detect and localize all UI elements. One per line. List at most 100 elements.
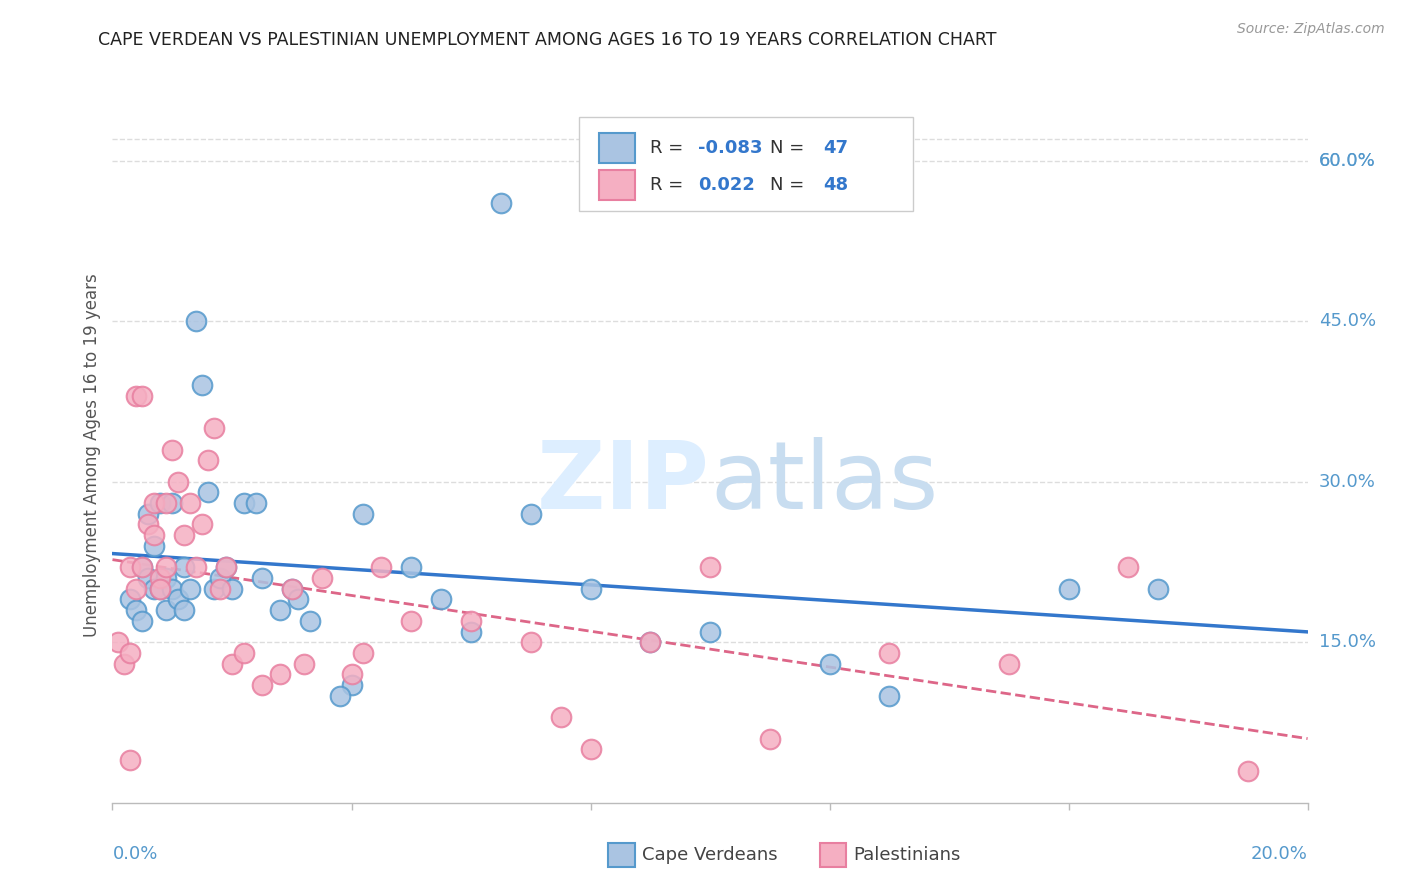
Text: atlas: atlas <box>710 437 938 529</box>
Text: 0.0%: 0.0% <box>112 845 157 863</box>
Point <box>208 571 231 585</box>
Point <box>1147 582 1170 596</box>
Point <box>877 646 901 660</box>
Point <box>250 571 273 585</box>
Point <box>877 689 901 703</box>
Point <box>131 389 153 403</box>
Point <box>311 571 333 585</box>
Point <box>818 657 841 671</box>
Point <box>215 560 238 574</box>
Point <box>125 603 148 617</box>
Text: 48: 48 <box>824 176 849 194</box>
Point <box>167 475 190 489</box>
Point <box>143 496 166 510</box>
Text: 30.0%: 30.0% <box>1319 473 1375 491</box>
Point <box>143 539 166 553</box>
FancyBboxPatch shape <box>579 118 914 211</box>
Point <box>638 635 662 649</box>
Point <box>520 635 543 649</box>
Point <box>232 646 256 660</box>
Point <box>149 496 172 510</box>
Point <box>281 582 304 596</box>
Point <box>120 646 142 660</box>
Text: R =: R = <box>650 176 695 194</box>
Point <box>352 507 374 521</box>
Point <box>352 646 374 660</box>
Point <box>138 571 160 585</box>
FancyBboxPatch shape <box>599 170 634 200</box>
Point <box>340 667 363 681</box>
Point <box>579 742 602 756</box>
Point <box>292 657 315 671</box>
Point <box>401 614 423 628</box>
Point <box>215 560 238 574</box>
Point <box>370 560 392 574</box>
Point <box>138 517 160 532</box>
Point <box>232 496 256 510</box>
Point <box>699 624 721 639</box>
Point <box>1057 582 1080 596</box>
Point <box>179 582 201 596</box>
Point <box>281 582 304 596</box>
Text: R =: R = <box>650 139 689 157</box>
Point <box>162 496 183 510</box>
Point <box>173 560 195 574</box>
Point <box>340 678 363 692</box>
Point <box>120 753 142 767</box>
Point <box>221 582 243 596</box>
Point <box>460 614 482 628</box>
Point <box>1237 764 1260 778</box>
Point <box>202 582 225 596</box>
Point <box>131 614 153 628</box>
Point <box>186 560 208 574</box>
Text: N =: N = <box>770 139 810 157</box>
Point <box>759 731 782 746</box>
Point <box>197 453 219 467</box>
Point <box>155 496 177 510</box>
Point <box>162 442 183 457</box>
Point <box>120 592 142 607</box>
Point <box>245 496 267 510</box>
Point <box>191 517 214 532</box>
FancyBboxPatch shape <box>820 843 846 867</box>
Point <box>155 603 177 617</box>
Text: 20.0%: 20.0% <box>1251 845 1308 863</box>
Point <box>298 614 321 628</box>
Point <box>191 378 214 392</box>
Text: 47: 47 <box>824 139 849 157</box>
Point <box>167 592 190 607</box>
Point <box>186 314 208 328</box>
Point <box>489 196 512 211</box>
Point <box>155 571 177 585</box>
FancyBboxPatch shape <box>609 843 634 867</box>
Text: 45.0%: 45.0% <box>1319 312 1376 330</box>
Point <box>638 635 662 649</box>
Point <box>197 485 219 500</box>
Point <box>208 582 231 596</box>
Point <box>430 592 453 607</box>
Point <box>520 507 543 521</box>
Point <box>173 528 195 542</box>
Point <box>287 592 309 607</box>
Text: Palestinians: Palestinians <box>853 846 960 864</box>
Point <box>149 582 172 596</box>
Point <box>179 496 201 510</box>
Point <box>699 560 721 574</box>
Text: 60.0%: 60.0% <box>1319 152 1375 169</box>
Point <box>269 603 291 617</box>
Point <box>221 657 243 671</box>
Text: 60.0%: 60.0% <box>1319 152 1375 169</box>
Point <box>269 667 291 681</box>
Point <box>328 689 352 703</box>
Point <box>138 507 160 521</box>
Text: 15.0%: 15.0% <box>1319 633 1375 651</box>
Point <box>250 678 273 692</box>
Point <box>173 603 195 617</box>
Point <box>1118 560 1140 574</box>
Text: CAPE VERDEAN VS PALESTINIAN UNEMPLOYMENT AMONG AGES 16 TO 19 YEARS CORRELATION C: CAPE VERDEAN VS PALESTINIAN UNEMPLOYMENT… <box>98 31 997 49</box>
Point <box>131 560 153 574</box>
Text: -0.083: -0.083 <box>697 139 762 157</box>
Point <box>155 560 177 574</box>
Point <box>550 710 572 724</box>
Point <box>114 657 135 671</box>
